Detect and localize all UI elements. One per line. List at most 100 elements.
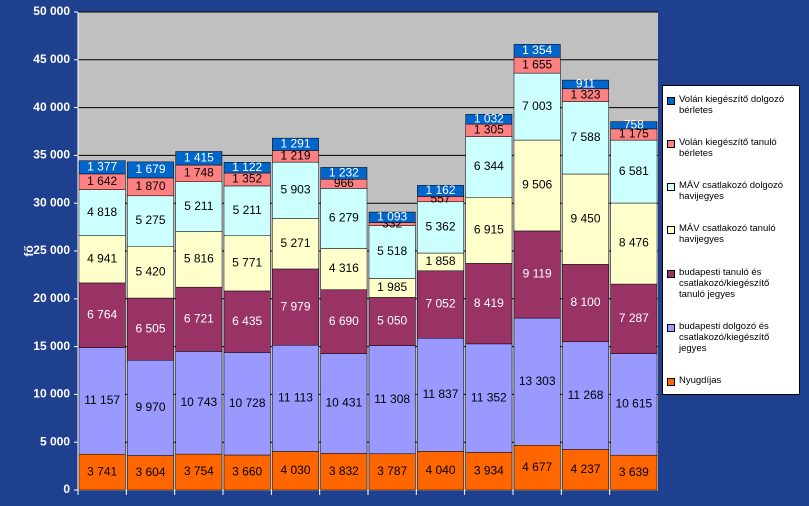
value-label: 3 787 — [377, 464, 407, 478]
value-label: 4 941 — [87, 251, 117, 265]
value-label: 10 743 — [180, 395, 217, 409]
value-label: 9 970 — [135, 400, 165, 414]
y-tick-label: 15 000 — [33, 339, 70, 353]
value-label: 4 818 — [87, 205, 117, 219]
bar-segment — [127, 359, 174, 456]
bar-segment — [175, 151, 223, 166]
value-label: 10 615 — [615, 397, 652, 411]
bar-segment — [175, 231, 223, 288]
value-label: 4 237 — [570, 462, 600, 476]
value-label: 7 052 — [425, 297, 455, 311]
bar-segment — [610, 454, 658, 491]
value-label: 6 505 — [135, 321, 165, 335]
bar-segment — [175, 453, 223, 491]
value-label: 3 832 — [329, 464, 359, 478]
value-label: 3 604 — [135, 465, 165, 479]
value-label: 1 232 — [329, 165, 359, 179]
legend-item: MÁV csatlakozó tanuló havijegyes — [667, 223, 795, 245]
value-label: 5 271 — [280, 236, 310, 250]
bar-segment — [513, 44, 561, 58]
value-label: 6 690 — [329, 314, 359, 328]
bar-segment — [513, 72, 561, 141]
value-label: 1 642 — [87, 174, 117, 188]
value-label: 7 287 — [619, 311, 649, 325]
value-label: 1 323 — [570, 87, 600, 101]
bar-segment — [368, 211, 416, 223]
value-label: 11 113 — [278, 391, 313, 405]
bar-segment — [272, 344, 319, 452]
value-label: 1 032 — [474, 111, 504, 125]
bar-segment — [320, 188, 368, 249]
value-label: 6 435 — [232, 314, 262, 328]
bar-segment — [610, 139, 658, 204]
legend-item: Volán kiegészítő dolgozó bérletes — [667, 94, 795, 116]
value-label: 1 870 — [135, 179, 165, 193]
value-label: 3 639 — [619, 465, 649, 479]
bar-segment — [127, 297, 174, 361]
value-label: 1 093 — [377, 209, 407, 223]
legend-swatch — [667, 323, 675, 332]
bar-segment — [610, 283, 658, 354]
bar-segment — [417, 451, 464, 491]
bar-segment — [417, 337, 464, 452]
bar-segment — [320, 289, 368, 354]
value-label: 9 450 — [570, 211, 600, 225]
bar-segment — [465, 114, 513, 125]
value-label: 911 — [576, 77, 595, 91]
bar-segment — [368, 297, 416, 346]
value-label: 5 816 — [184, 252, 214, 266]
value-label: 3 660 — [232, 465, 262, 479]
bar-segment — [513, 445, 561, 491]
value-label: 6 915 — [474, 222, 504, 236]
y-tick-label: 10 000 — [33, 387, 70, 401]
legend-label: Nyugdíjas — [679, 374, 722, 386]
bar-segment — [562, 173, 609, 265]
bar-segment — [417, 185, 464, 197]
value-label: 1 162 — [425, 183, 455, 197]
bar-segment — [610, 202, 658, 285]
bar-segment — [223, 185, 271, 237]
value-label: 1 219 — [280, 148, 310, 162]
value-label: 4 040 — [425, 463, 455, 477]
value-label: 10 728 — [229, 396, 266, 410]
value-label: 5 903 — [280, 183, 310, 197]
value-label: 1 655 — [522, 57, 552, 71]
value-label: 5 362 — [425, 220, 455, 234]
value-label: 1 748 — [184, 166, 214, 180]
bar-segment — [127, 195, 174, 247]
bar-segment — [465, 197, 513, 264]
value-label: 6 581 — [619, 164, 649, 178]
value-label: 1 291 — [280, 136, 310, 150]
bar-segment — [465, 136, 513, 198]
bar-segment — [320, 167, 368, 180]
bar-segment — [78, 235, 126, 284]
value-label: 6 344 — [474, 159, 504, 173]
bar-segment — [223, 235, 271, 292]
bar-segment — [272, 161, 319, 219]
value-label: 1 305 — [474, 123, 504, 137]
y-tick-label: 25 000 — [33, 243, 70, 257]
value-label: 6 721 — [184, 311, 214, 325]
legend-item: budapesti tanuló és csatlakozó/kiegészít… — [667, 267, 795, 300]
value-label: 10 431 — [325, 396, 362, 410]
bar-segment — [368, 345, 416, 455]
value-label: 11 308 — [374, 392, 410, 406]
value-label: 6 764 — [87, 307, 117, 321]
legend-label: budapesti dolgozó és csatlakozó/kiegészí… — [679, 320, 770, 354]
y-tick-label: 5 000 — [40, 434, 70, 448]
bar-segment — [562, 79, 609, 90]
value-label: 5 050 — [377, 314, 407, 328]
value-label: 5 275 — [135, 213, 165, 227]
value-label: 5 211 — [184, 199, 213, 213]
value-label: 1 354 — [522, 43, 552, 57]
value-label: 1 985 — [377, 280, 407, 294]
value-label: 3 741 — [87, 464, 117, 478]
value-label: 1 415 — [184, 150, 214, 164]
value-label: 1 858 — [425, 254, 455, 268]
bar-segment — [417, 270, 464, 339]
legend-item: Volán kiegészítő tanuló bérletes — [667, 137, 795, 159]
legend-item: Nyugdíjas — [667, 375, 795, 386]
y-tick-label: 40 000 — [33, 100, 70, 114]
